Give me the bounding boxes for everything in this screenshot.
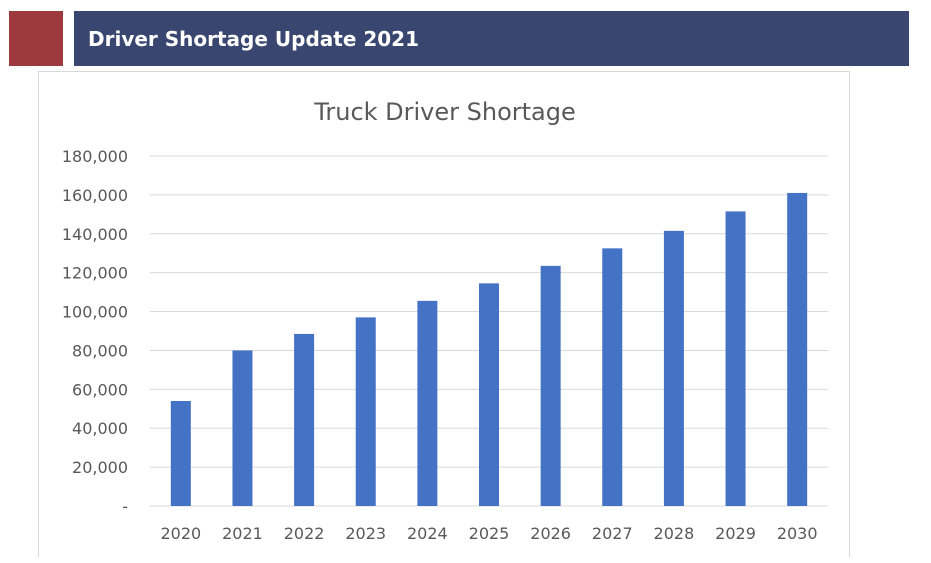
page-title: Driver Shortage Update 2021 bbox=[88, 26, 420, 51]
x-tick-label: 2027 bbox=[592, 524, 633, 543]
x-tick-label: 2020 bbox=[160, 524, 201, 543]
x-tick-label: 2028 bbox=[654, 524, 695, 543]
x-tick-label: 2026 bbox=[530, 524, 571, 543]
bar-2025 bbox=[479, 283, 499, 506]
x-tick-label: 2023 bbox=[345, 524, 386, 543]
y-tick-label: 160,000 bbox=[62, 186, 128, 205]
y-tick-label: 60,000 bbox=[72, 380, 128, 399]
y-tick-label: 120,000 bbox=[62, 264, 128, 283]
y-tick-label: - bbox=[122, 497, 128, 516]
bar-2030 bbox=[787, 192, 808, 506]
bar-2020 bbox=[170, 401, 191, 506]
y-tick-label: 20,000 bbox=[72, 458, 128, 477]
bar-2028 bbox=[663, 230, 684, 506]
bar-chart: Truck Driver Shortage - 20,000 40,000 60,00… bbox=[62, 98, 828, 543]
bar-2021 bbox=[232, 350, 253, 506]
header-accent-block bbox=[9, 11, 63, 66]
x-tick-label: 2030 bbox=[777, 524, 818, 543]
x-axis-tick-labels: 2020 2021 2022 2023 2024 2025 2026 2027 2028 2029… bbox=[160, 524, 817, 543]
x-tick-label: 2024 bbox=[407, 524, 448, 543]
y-axis-tick-labels: - 20,000 40,000 60,000 80,000 100,000 120,000 1… bbox=[62, 147, 128, 516]
bar-2022 bbox=[294, 333, 315, 506]
bar-2023 bbox=[355, 317, 376, 506]
y-tick-label: 100,000 bbox=[62, 303, 128, 322]
chart-bars bbox=[170, 192, 808, 506]
y-tick-label: 40,000 bbox=[72, 419, 128, 438]
header-bar: Driver Shortage Update 2021 bbox=[74, 11, 909, 66]
bar-2026 bbox=[540, 265, 561, 506]
bar-2029 bbox=[725, 211, 746, 506]
y-tick-label: 140,000 bbox=[62, 225, 128, 244]
x-tick-label: 2021 bbox=[222, 524, 263, 543]
x-tick-label: 2025 bbox=[469, 524, 510, 543]
x-tick-label: 2022 bbox=[284, 524, 325, 543]
chart-frame: Truck Driver Shortage - 20,000 40,000 60,00… bbox=[38, 71, 850, 557]
chart-title: Truck Driver Shortage bbox=[313, 98, 576, 126]
bar-2027 bbox=[602, 248, 623, 506]
x-tick-label: 2029 bbox=[715, 524, 756, 543]
y-tick-label: 180,000 bbox=[62, 147, 128, 166]
y-tick-label: 80,000 bbox=[72, 341, 128, 360]
bar-2024 bbox=[417, 300, 438, 506]
